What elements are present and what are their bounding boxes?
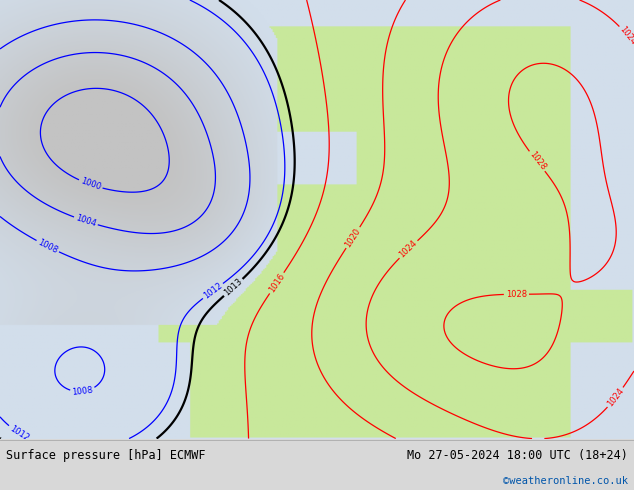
Text: Mo 27-05-2024 18:00 UTC (18+24): Mo 27-05-2024 18:00 UTC (18+24) (407, 448, 628, 462)
Text: 1024: 1024 (605, 387, 626, 409)
Text: 1004: 1004 (74, 214, 97, 229)
Text: 1008: 1008 (72, 386, 94, 397)
Text: 1013: 1013 (223, 277, 244, 298)
Text: 1016: 1016 (267, 272, 287, 294)
Text: 1012: 1012 (202, 281, 224, 301)
Text: 1020: 1020 (344, 226, 363, 249)
Text: 1028: 1028 (506, 290, 527, 299)
Text: 1028: 1028 (527, 150, 547, 172)
Text: Surface pressure [hPa] ECMWF: Surface pressure [hPa] ECMWF (6, 448, 206, 462)
Text: 1024: 1024 (398, 239, 419, 260)
Text: 1000: 1000 (79, 177, 102, 192)
Text: ©weatheronline.co.uk: ©weatheronline.co.uk (503, 476, 628, 486)
Text: 1008: 1008 (36, 238, 59, 255)
Text: 1012: 1012 (8, 424, 30, 442)
Text: 1024: 1024 (618, 25, 634, 47)
